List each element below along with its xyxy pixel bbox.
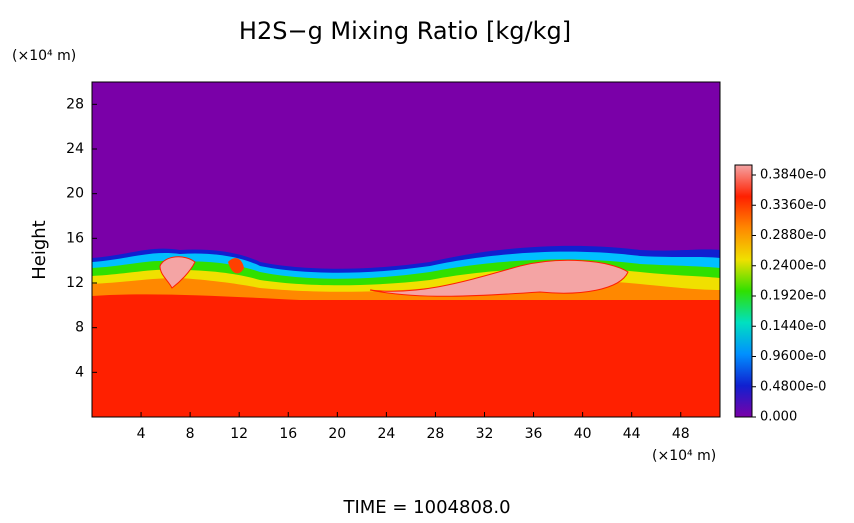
colorbar (734, 164, 753, 418)
y-tick-label: 4 (75, 364, 84, 380)
x-tick-label: 40 (574, 426, 592, 442)
x-tick-label: 20 (328, 426, 346, 442)
colorbar-label: 0.2400e-0 (760, 258, 826, 273)
x-tick-label: 16 (279, 426, 297, 442)
x-unit-label: (×10⁴ m) (652, 448, 716, 464)
y-unit-label: (×10⁴ m) (12, 48, 76, 64)
field-red (92, 294, 720, 417)
x-tick-label: 12 (230, 426, 248, 442)
y-tick-label: 12 (66, 275, 84, 291)
chart-title: H2S−g Mixing Ratio [kg/kg] (239, 17, 571, 45)
x-tick-label: 44 (623, 426, 641, 442)
plot-frame (91, 81, 721, 418)
colorbar-label: 0.1440e-0 (760, 319, 826, 334)
colorbar-label: 0.2880e-0 (760, 228, 826, 243)
x-tick-label: 48 (672, 426, 690, 442)
field (92, 82, 720, 417)
y-tick-label: 16 (66, 230, 84, 246)
colorbar-label: 0.3360e-0 (760, 198, 826, 213)
field-red-plume (228, 258, 244, 274)
colorbar-label: 0.9600e-0 (760, 349, 826, 364)
x-tick-label: 28 (427, 426, 445, 442)
x-tick-label: 4 (137, 426, 146, 442)
y-tick-label: 20 (66, 186, 84, 202)
x-tick-label: 8 (186, 426, 195, 442)
x-tick-label: 36 (525, 426, 543, 442)
field-pink-blob (369, 259, 629, 297)
y-tick-label: 8 (75, 320, 84, 336)
y-tick-label: 24 (66, 141, 84, 157)
footer-time: TIME = 1004808.0 (342, 497, 510, 518)
x-tick-label: 24 (377, 426, 395, 442)
y-axis-label: Height (29, 220, 50, 280)
colorbar-label: 0.1920e-0 (760, 289, 826, 304)
colorbar-label: 0.3840e-0 (760, 168, 826, 183)
colorbar-label: 0.000 (760, 410, 797, 425)
field-pink-blob (159, 256, 196, 289)
x-tick-label: 32 (476, 426, 494, 442)
colorbar-label: 0.4800e-0 (760, 379, 826, 394)
y-tick-label: 28 (66, 96, 84, 112)
